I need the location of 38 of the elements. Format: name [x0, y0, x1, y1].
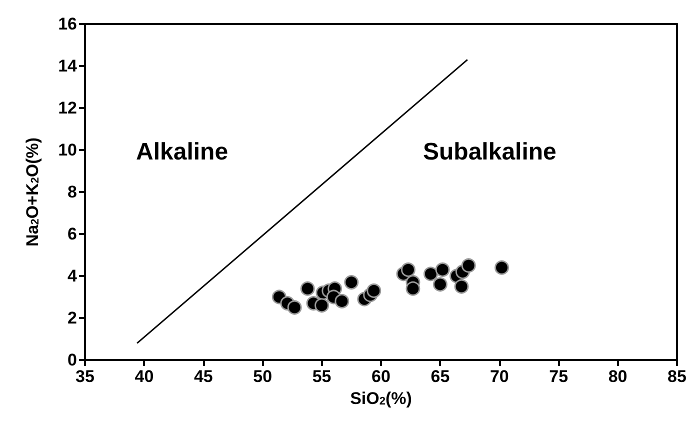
y-tick-label: 8	[68, 182, 77, 202]
x-tick-label: 45	[194, 367, 213, 386]
point	[400, 262, 416, 277]
y-tick-label: 6	[68, 224, 77, 244]
point	[435, 262, 450, 277]
x-tick-label: 75	[549, 367, 568, 386]
annotation: Subalkaline	[423, 138, 556, 166]
y-tick-label: 14	[58, 56, 78, 76]
x-tick-label: 40	[134, 367, 154, 386]
y-tick-label: 12	[58, 98, 77, 118]
x-axis-title: SiO2(%)	[350, 389, 412, 408]
y-tick-label: 0	[68, 350, 77, 370]
point	[344, 275, 359, 290]
x-tick-label: 50	[253, 367, 272, 386]
y-tick-label: 4	[68, 266, 78, 286]
point	[494, 260, 510, 275]
x-tick-label: 60	[372, 367, 390, 386]
point	[287, 300, 302, 315]
x-tick-label: 55	[312, 367, 332, 386]
point	[461, 258, 476, 273]
point	[334, 294, 350, 308]
x-tick-label: 65	[430, 367, 450, 386]
point	[366, 283, 382, 298]
y-tick-label: 16	[58, 14, 77, 34]
y-axis-title: Na2O+K2O(%)	[23, 137, 42, 247]
point	[423, 266, 438, 282]
point	[432, 277, 448, 292]
x-tick-label: 70	[490, 367, 509, 386]
y-tick-label: 10	[58, 140, 77, 160]
y-tick-label: 2	[68, 308, 77, 328]
x-tick-label: 85	[668, 367, 686, 386]
annotation: Alkaline	[136, 138, 228, 166]
point	[314, 298, 330, 313]
point	[300, 281, 315, 296]
x-tick-label: 80	[608, 367, 628, 386]
point	[454, 279, 469, 294]
x-tick-label: 35	[76, 367, 94, 386]
point	[406, 281, 420, 296]
